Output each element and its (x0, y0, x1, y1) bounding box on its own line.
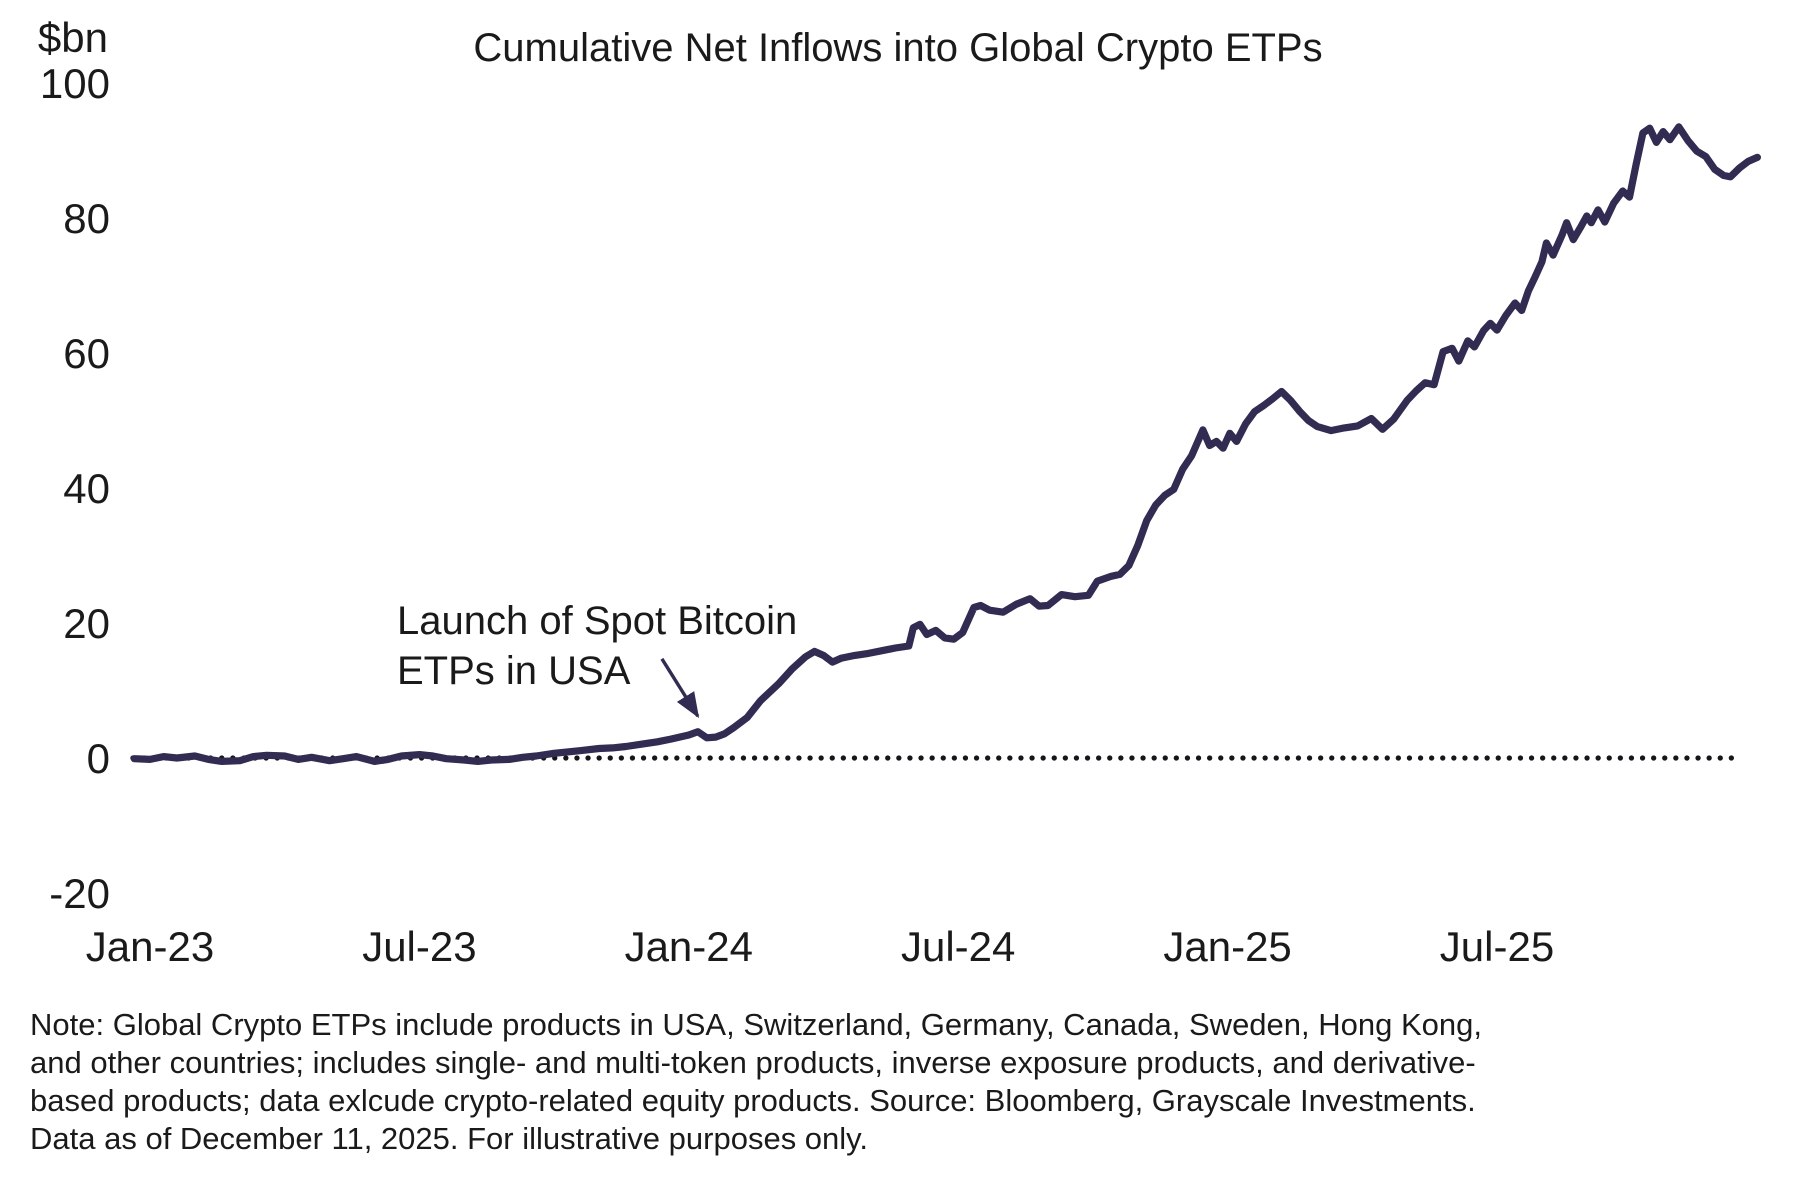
y-tick-label-80: 80 (63, 195, 110, 242)
x-tick-label-Jan-24: Jan-24 (625, 923, 753, 970)
annotation-text: Launch of Spot Bitcoin ETPs in USA (397, 596, 797, 696)
x-axis-tick-labels: Jan-23 Jul-23 Jan-24 Jul-24 Jan-25 Jul-25 (86, 923, 1554, 970)
annotation-line-2: ETPs in USA (397, 649, 631, 693)
y-axis-unit-label: $bn (37, 14, 108, 61)
annotation-line-1: Launch of Spot Bitcoin (397, 599, 798, 643)
x-tick-label-Jul-25: Jul-25 (1440, 923, 1554, 970)
footnote: Note: Global Crypto ETPs include product… (30, 1006, 1482, 1158)
chart-title: Cumulative Net Inflows into Global Crypt… (473, 26, 1323, 70)
x-tick-label-Jul-24: Jul-24 (901, 923, 1015, 970)
y-tick-label-20: 20 (63, 600, 110, 647)
footnote-line-4: Data as of December 11, 2025. For illust… (30, 1121, 868, 1156)
footnote-line-2: and other countries; includes single- an… (30, 1045, 1476, 1080)
x-tick-label-Jan-25: Jan-25 (1163, 923, 1291, 970)
y-tick-label--20: -20 (49, 870, 110, 917)
x-tick-label-Jan-23: Jan-23 (86, 923, 214, 970)
y-tick-label-40: 40 (63, 465, 110, 512)
y-tick-label-0: 0 (87, 735, 110, 782)
y-tick-label-60: 60 (63, 330, 110, 377)
x-tick-label-Jul-23: Jul-23 (362, 923, 476, 970)
y-tick-label-100: 100 (40, 60, 110, 107)
footnote-line-1: Note: Global Crypto ETPs include product… (30, 1007, 1482, 1042)
inflows-line-series (130, 123, 1761, 765)
footnote-line-3: based products; data exlcude crypto-rela… (30, 1083, 1476, 1118)
annotation-arrow (660, 657, 700, 719)
y-axis-tick-labels: 100 80 60 40 20 0 -20 (40, 60, 110, 917)
